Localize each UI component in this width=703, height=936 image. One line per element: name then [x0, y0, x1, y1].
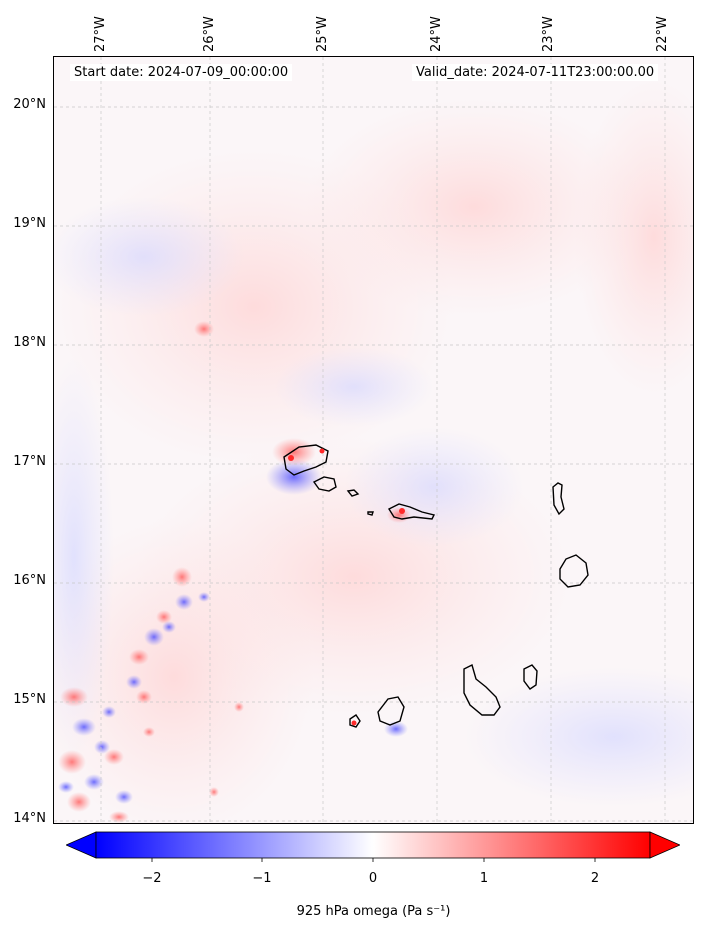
colorbar-tick-0: 0 [368, 871, 378, 886]
island-ilheu-raso [367, 511, 374, 516]
colorbar [66, 831, 680, 862]
colorbar-tick-2: 2 [590, 871, 600, 886]
lat-label-15n: 15°N [13, 692, 46, 707]
valid-date-text: Valid_date: 2024-07-11T23:00:00.00 [412, 64, 659, 81]
colorbar-extend-high [649, 831, 680, 859]
gridlines [54, 57, 693, 823]
lat-label-17n: 17°N [13, 454, 46, 469]
lon-label-23w: 23°W [541, 16, 556, 52]
omega-field [54, 57, 693, 823]
island-santiago [463, 663, 501, 716]
island-brava [349, 714, 361, 728]
map-panel [53, 56, 694, 824]
lon-label-27w: 27°W [93, 16, 108, 52]
lat-label-20n: 20°N [13, 97, 46, 112]
colorbar-tick-neg2: −2 [142, 871, 162, 886]
colorbar-body [95, 831, 651, 859]
colorbar-tick-neg1: −1 [252, 871, 272, 886]
lon-label-22w: 22°W [655, 16, 670, 52]
island-santo-antao [283, 444, 329, 476]
lat-label-18n: 18°N [13, 335, 46, 350]
lat-label-19n: 19°N [13, 216, 46, 231]
island-sao-nicolau [387, 503, 436, 520]
island-santa-luzia [346, 489, 360, 497]
colorbar-tick-1: 1 [479, 871, 489, 886]
island-sal [552, 482, 565, 516]
colorbar-label: 925 hPa omega (Pa s⁻¹) [296, 904, 451, 919]
island-fogo [377, 696, 405, 726]
island-sao-vicente [312, 476, 337, 492]
coastlines [283, 444, 589, 728]
lat-label-14n: 14°N [13, 811, 46, 826]
start-date-text: Start date: 2024-07-09_00:00:00 [70, 64, 293, 81]
colorbar-extend-low [66, 831, 97, 859]
island-maio [523, 664, 538, 690]
lon-label-24w: 24°W [429, 16, 444, 52]
lon-label-25w: 25°W [315, 16, 330, 52]
lat-label-16n: 16°N [13, 573, 46, 588]
island-boa-vista [559, 554, 589, 588]
lon-label-26w: 26°W [202, 16, 217, 52]
